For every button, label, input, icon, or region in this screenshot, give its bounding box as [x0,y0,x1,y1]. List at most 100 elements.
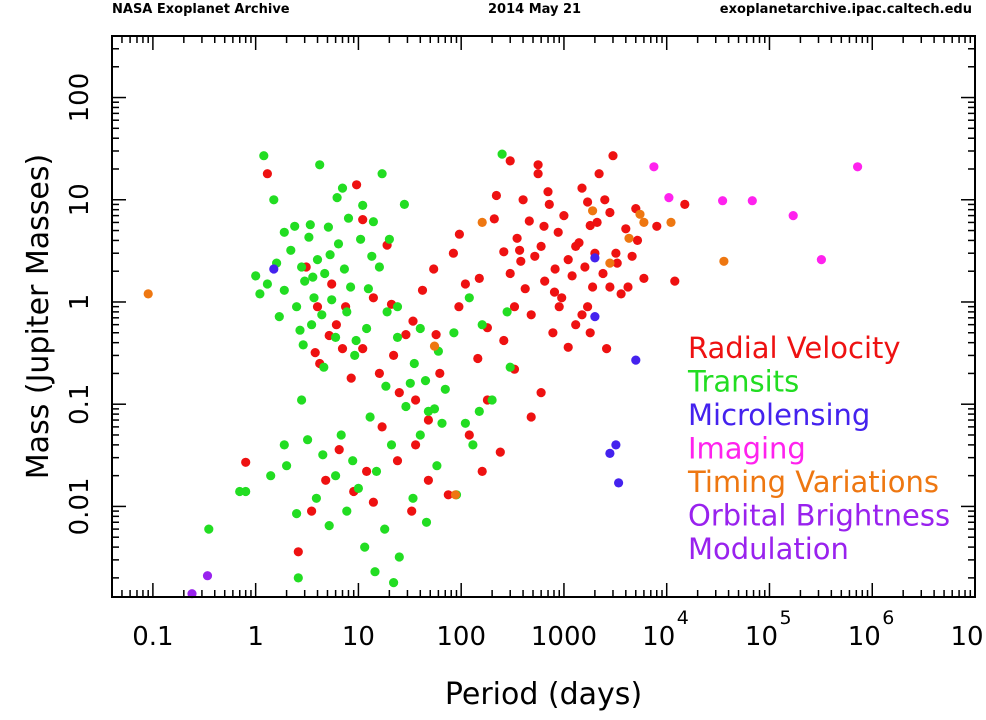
x-tick-label: 10 [848,622,881,652]
data-point [411,440,421,450]
data-point [664,193,674,203]
x-tick-exponent: 6 [882,607,894,629]
data-point [324,521,334,531]
data-point [590,312,600,322]
data-point [602,344,612,354]
header-date: 2014 May 21 [488,2,582,17]
data-point [588,282,598,292]
data-point [386,440,397,450]
data-point [303,435,313,445]
data-point [549,287,560,297]
data-point [608,151,618,161]
data-point [598,268,608,279]
data-point [524,216,534,226]
x-tick-label: 1000 [531,622,597,652]
data-point [563,342,573,352]
data-point [557,293,567,303]
data-point [279,440,289,450]
data-point [305,220,315,230]
data-point [235,486,245,497]
data-point [440,384,450,394]
data-point [339,264,349,274]
data-point [307,320,317,330]
data-point [577,183,587,193]
data-point [392,332,403,342]
data-point [409,358,419,369]
data-point [348,456,358,466]
data-point [362,323,372,334]
data-point [649,162,659,172]
data-point [143,289,153,299]
data-point [585,328,595,338]
data-point [358,344,368,354]
data-point [464,293,474,303]
data-point [605,448,615,458]
data-point [639,273,649,283]
series-transits [204,149,515,588]
data-point [474,273,484,283]
series-radial-velocity [241,151,690,557]
data-point [358,200,368,210]
data-point [325,250,335,260]
data-point [312,255,323,265]
data-point [437,418,447,428]
data-point [583,302,593,312]
y-tick-label: 1 [65,294,95,311]
y-axis-label: Mass (Jupiter Masses) [21,154,56,479]
data-point [454,229,464,239]
legend-entry: Modulation [688,532,849,566]
data-point [666,217,676,227]
data-point [389,350,399,360]
data-point [309,293,319,303]
data-point [327,295,337,305]
data-point [515,245,525,255]
data-points [143,149,863,599]
data-point [318,450,328,460]
data-point [266,471,276,481]
data-point [540,276,550,286]
data-point [853,162,863,172]
data-point [415,430,425,440]
y-tick-label: 0.01 [65,477,95,535]
data-point [368,293,378,303]
data-point [342,506,352,516]
data-point [297,262,307,272]
data-point [407,506,417,516]
data-point [611,248,621,258]
data-point [544,199,554,209]
data-point [499,335,509,346]
y-tick-label: 10 [65,183,95,216]
data-point [448,248,458,258]
data-point [311,493,321,503]
data-point [204,524,214,534]
data-point [408,316,418,326]
data-point [449,328,459,338]
data-point [526,310,536,320]
data-point [611,440,621,450]
x-tick-exponent: 4 [677,607,689,629]
data-point [421,517,432,527]
y-tick-label: 100 [65,73,95,123]
data-point [274,312,284,322]
data-point [571,320,581,330]
data-point [374,368,384,378]
data-point [652,221,662,231]
data-point [308,272,318,282]
data-point [423,415,433,425]
data-point [259,151,269,161]
data-point [526,412,536,422]
data-point [401,401,411,412]
data-point [401,330,411,340]
data-point [353,483,363,493]
data-point [635,209,645,219]
data-point [415,323,425,334]
data-point [262,169,272,179]
data-point [312,302,323,312]
data-point [350,350,360,360]
data-point [368,497,378,507]
data-point [293,547,303,557]
data-point [417,285,428,295]
data-point [371,466,382,476]
data-point [365,412,375,422]
